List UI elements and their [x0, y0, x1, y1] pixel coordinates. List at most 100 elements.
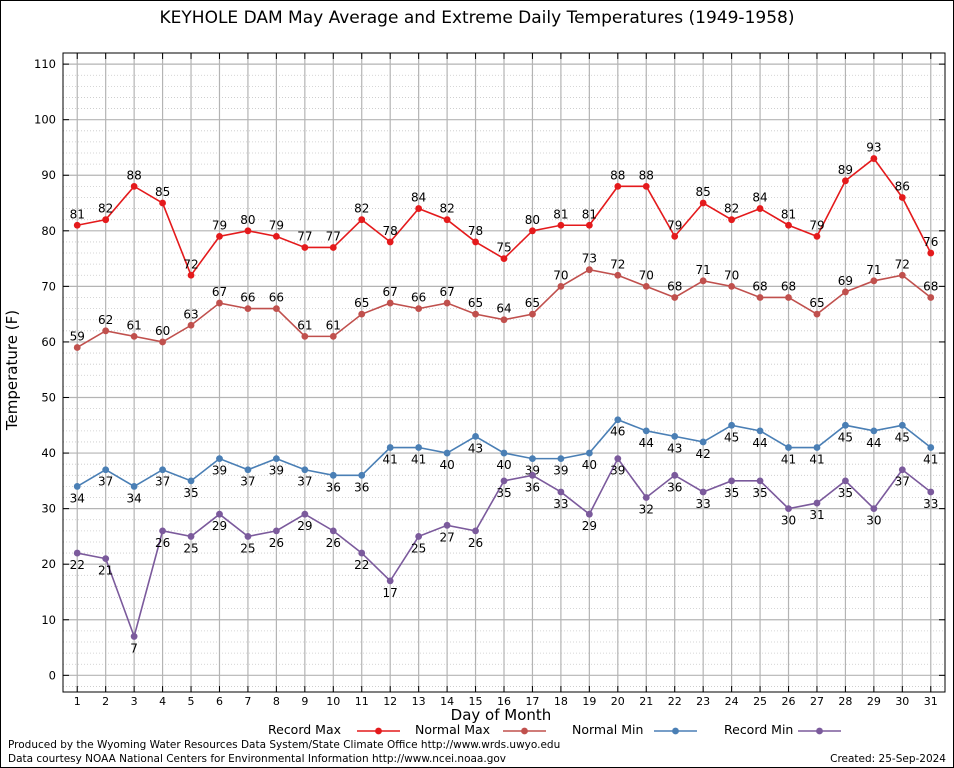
- data-label: 37: [297, 475, 312, 489]
- data-point: [842, 288, 849, 296]
- x-tick-label: 17: [525, 695, 539, 708]
- data-label: 40: [439, 458, 454, 472]
- data-label: 86: [895, 179, 910, 193]
- data-point: [500, 255, 508, 262]
- legend-marker: [672, 727, 679, 735]
- data-point: [358, 216, 366, 224]
- data-point: [301, 510, 309, 518]
- legend-marker: [375, 727, 382, 735]
- data-label: 70: [553, 268, 568, 282]
- data-label: 35: [724, 486, 739, 500]
- data-point: [842, 177, 849, 185]
- data-point: [130, 483, 138, 490]
- data-point: [585, 510, 593, 518]
- data-label: 44: [639, 436, 654, 450]
- data-point: [443, 521, 451, 529]
- data-label: 68: [781, 279, 796, 293]
- x-tick-label: 13: [412, 695, 426, 708]
- data-label: 78: [383, 224, 398, 238]
- data-label: 36: [354, 480, 369, 494]
- data-point: [472, 527, 479, 535]
- data-point: [614, 455, 622, 463]
- x-tick-label: 8: [273, 695, 280, 708]
- data-point: [585, 221, 593, 229]
- data-point: [671, 294, 679, 301]
- legend-record-max: Record Max: [268, 722, 341, 737]
- data-point: [529, 227, 536, 235]
- data-point: [642, 494, 650, 501]
- series-normal-max: 59 62 61 60 63 67 66 66 61 61 65 67 66 67 65 64 65 70 73 72…: [70, 252, 938, 351]
- data-label: 70: [724, 268, 739, 282]
- data-label: 62: [98, 313, 113, 327]
- data-point: [898, 466, 906, 474]
- data-label: 35: [183, 486, 198, 500]
- x-tick-label: 10: [326, 695, 340, 708]
- data-label: 26: [155, 536, 170, 550]
- grid-lines: [63, 52, 945, 692]
- y-tick-label: 50: [41, 391, 56, 405]
- data-label: 37: [98, 475, 113, 489]
- data-point: [272, 305, 280, 312]
- data-label: 27: [439, 530, 454, 544]
- legend-marker: [816, 727, 823, 735]
- x-tick-label: 2: [102, 695, 109, 708]
- data-point: [500, 316, 508, 324]
- data-label: 78: [468, 224, 483, 238]
- data-point: [500, 477, 508, 485]
- data-point: [927, 249, 935, 257]
- data-label: 35: [496, 486, 511, 500]
- data-point: [386, 238, 394, 246]
- x-tick-label: 19: [582, 695, 596, 708]
- x-tick-label: 6: [216, 695, 223, 708]
- data-point: [728, 282, 736, 290]
- data-label: 65: [525, 296, 540, 310]
- data-label: 88: [610, 168, 625, 182]
- data-label: 30: [781, 514, 796, 528]
- legend-label: Record Max: [268, 722, 342, 737]
- data-label: 33: [923, 497, 938, 511]
- data-label: 59: [70, 329, 85, 343]
- data-label: 72: [610, 257, 625, 271]
- y-axis-ticks: 0 10 20 30 40 50 60 70 80 90 100 110: [34, 57, 945, 682]
- data-point: [102, 216, 110, 224]
- data-label: 44: [752, 436, 767, 450]
- data-point: [699, 488, 707, 496]
- data-label: 88: [126, 168, 141, 182]
- legend: [357, 727, 841, 735]
- x-tick-label: 28: [838, 695, 852, 708]
- data-label: 39: [269, 464, 284, 478]
- data-point: [301, 466, 309, 474]
- data-label: 41: [411, 453, 426, 467]
- data-label: 66: [411, 291, 426, 305]
- data-point: [159, 527, 166, 535]
- data-point: [415, 205, 423, 212]
- data-label: 75: [496, 241, 511, 255]
- data-label: 43: [468, 441, 483, 455]
- data-label: 33: [553, 497, 568, 511]
- data-point: [842, 421, 849, 429]
- data-point: [785, 505, 792, 513]
- data-label: 80: [240, 213, 255, 227]
- data-label: 25: [183, 541, 198, 555]
- data-label: 31: [809, 508, 824, 522]
- data-point: [642, 427, 650, 435]
- data-label: 37: [155, 475, 170, 489]
- y-tick-label: 100: [34, 113, 56, 127]
- data-point: [728, 216, 736, 224]
- x-tick-label: 4: [159, 695, 166, 708]
- data-label: 30: [866, 514, 881, 528]
- x-tick-label: 25: [753, 695, 767, 708]
- data-label: 44: [866, 436, 881, 450]
- data-label: 79: [269, 218, 284, 232]
- data-point: [244, 466, 252, 474]
- data-point: [927, 294, 935, 301]
- data-point: [244, 533, 252, 540]
- data-label: 82: [724, 202, 739, 216]
- data-label: 32: [639, 503, 654, 517]
- data-label: 72: [895, 257, 910, 271]
- data-point: [301, 332, 309, 340]
- data-point: [272, 527, 280, 535]
- series-record-max: 81 82 88 85 72 79 80 79 77 77 82 78 84 82 78 75 80 81 81 88…: [70, 141, 938, 279]
- data-label: 77: [326, 229, 341, 243]
